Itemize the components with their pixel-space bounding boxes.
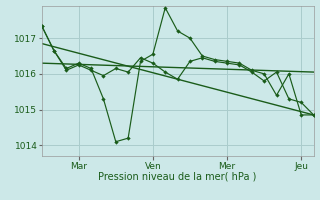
X-axis label: Pression niveau de la mer( hPa ): Pression niveau de la mer( hPa ) — [99, 172, 257, 182]
